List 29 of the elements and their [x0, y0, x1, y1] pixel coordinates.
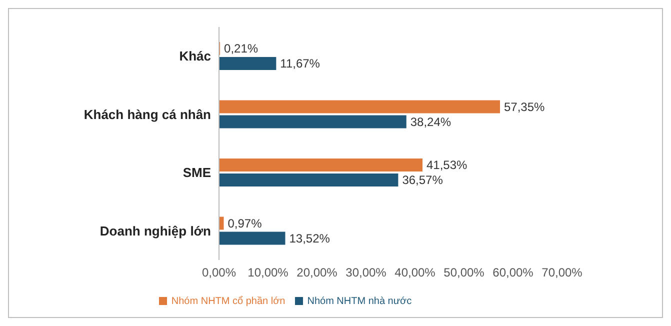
x-tick-label: 20,00%: [296, 266, 338, 280]
legend-label: Nhóm NHTM nhà nước: [307, 296, 412, 307]
y-tick-label: Khác: [179, 48, 211, 64]
bar: [219, 216, 224, 230]
bar: [219, 158, 422, 172]
x-tick-label: 50,00%: [444, 266, 485, 280]
data-label: 0,97%: [228, 216, 262, 230]
x-tick-label: 40,00%: [394, 266, 436, 280]
bar: [219, 100, 500, 114]
data-label: 41,53%: [426, 158, 468, 172]
data-label: 0,21%: [224, 42, 258, 56]
x-tick-label: 60,00%: [492, 266, 534, 280]
data-label: 13,52%: [289, 231, 330, 246]
data-label: 11,67%: [280, 56, 320, 70]
x-tick-label: 70,00%: [542, 266, 583, 280]
x-tick-label: 30,00%: [346, 266, 387, 280]
data-label: 36,57%: [402, 173, 444, 187]
bar: [219, 232, 286, 245]
bar: [219, 57, 276, 70]
x-tick-label: 0,00%: [202, 266, 236, 280]
y-tick-label: Doanh nghiệp lớn: [100, 223, 212, 238]
legend-label: Nhóm NHTM cổ phần lớn: [171, 296, 286, 307]
data-label: 57,35%: [504, 100, 546, 114]
y-tick-label: SME: [182, 165, 212, 180]
x-tick-label: 10,00%: [248, 266, 289, 280]
data-label: 38,24%: [410, 114, 452, 129]
bar: [219, 115, 406, 128]
bar: [219, 174, 398, 186]
y-tick-label: Khách hàng cá nhân: [84, 106, 212, 122]
